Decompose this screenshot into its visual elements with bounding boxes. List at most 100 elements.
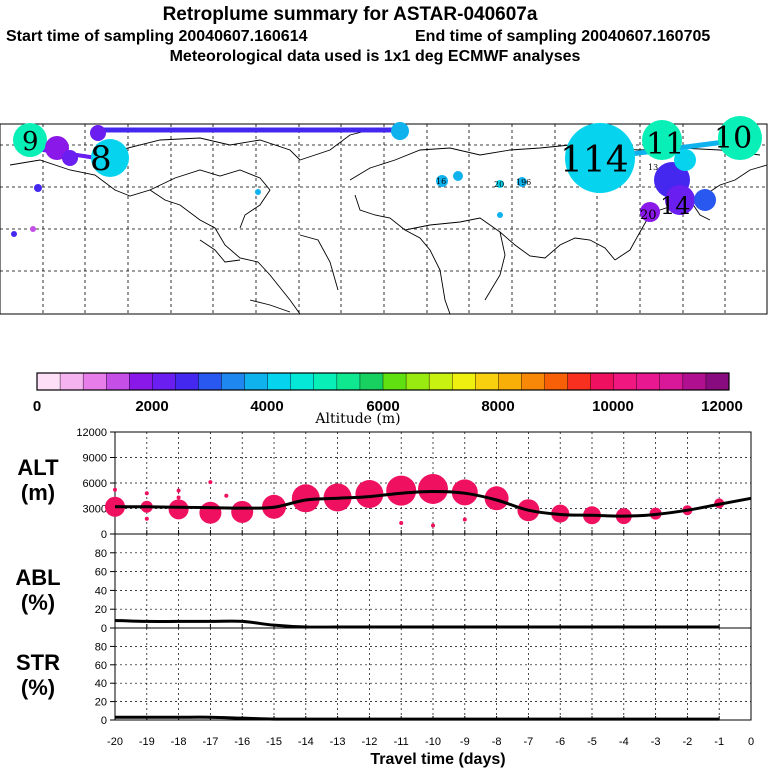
colorbar-cell xyxy=(498,372,522,391)
colorbar-cell xyxy=(198,372,223,391)
colorbar-cell xyxy=(82,372,107,391)
colorbar-cell xyxy=(405,372,430,391)
alt-bubble xyxy=(291,484,320,513)
y-tick-label: 0 xyxy=(101,715,107,727)
colorbar-cell xyxy=(336,372,361,391)
colorbar-cell xyxy=(682,372,707,391)
x-tick-label: -8 xyxy=(492,736,502,748)
x-tick-label: -16 xyxy=(234,736,250,748)
alt-bubble xyxy=(418,473,448,504)
colorbar-cell xyxy=(382,372,407,391)
str-label: STR xyxy=(16,650,60,675)
y-tick-label: 40 xyxy=(95,678,107,690)
alt-small-dot xyxy=(208,480,213,485)
colorbar-cell xyxy=(636,372,661,391)
map-graticule xyxy=(0,124,767,314)
y-tick-label: 20 xyxy=(95,697,107,709)
y-tick-label: 80 xyxy=(95,641,107,653)
alt-small-dot xyxy=(224,493,229,498)
colorbar-tick: 6000 xyxy=(366,398,399,415)
colorbar-cell xyxy=(59,372,84,391)
colorbar-cell xyxy=(129,372,153,391)
colorbar-cell xyxy=(428,372,453,391)
x-tick-label: -2 xyxy=(683,736,693,748)
x-tick-label: -1 xyxy=(714,736,724,748)
met-data-label: Meteorological data used is 1x1 deg ECMW… xyxy=(170,48,581,65)
colorbar-cell xyxy=(36,372,61,391)
colorbar-cell xyxy=(105,372,130,391)
str-yticks: 0 20 40 60 80 xyxy=(95,641,115,727)
alt-bubble xyxy=(199,501,222,524)
y-tick-label: 6000 xyxy=(83,478,107,490)
alt-small-dot xyxy=(113,487,117,492)
abl-panel: 0 20 40 60 80 ABL (%) xyxy=(15,533,752,635)
alt-small-dot xyxy=(399,520,404,525)
x-tick-label: -3 xyxy=(651,736,661,748)
x-tick-label: -6 xyxy=(555,736,565,748)
colorbar-cell xyxy=(267,372,292,391)
map-label: 114 xyxy=(560,140,629,181)
x-axis-label: Travel time (days) xyxy=(370,751,505,768)
alt-bubble xyxy=(355,480,384,509)
colorbar-tick: 8000 xyxy=(481,398,514,415)
map-label: 20 xyxy=(640,208,657,223)
x-tick-label: -11 xyxy=(394,736,409,748)
colorbar-tick: 2000 xyxy=(135,398,168,415)
alt-label: ALT xyxy=(17,455,59,480)
alt-bubble xyxy=(484,486,509,511)
x-tick-label: -13 xyxy=(330,736,346,748)
map-label: 9 xyxy=(22,127,39,157)
colorbar-tick: 12000 xyxy=(701,398,743,415)
str-grid xyxy=(114,628,752,720)
abl-line xyxy=(114,618,720,629)
y-tick-label: 9000 xyxy=(83,453,107,465)
colorbar-cell xyxy=(544,372,569,391)
colorbar-cell xyxy=(290,372,315,391)
map-label: 13 xyxy=(648,163,658,172)
plume-markers xyxy=(11,116,762,237)
map-label: 196 xyxy=(516,178,531,187)
colorbar-cell xyxy=(567,372,592,391)
x-ticklabels: -20 -19 -18 -17 -16 -15 -14 -13 -12 -11 -10 -9 -8 -7-… xyxy=(107,736,754,748)
alt-bubble xyxy=(231,500,254,523)
colorbar-cell xyxy=(613,372,638,391)
alt-panel: 0 3000 6000 9000 12000 ALT (m) xyxy=(17,427,752,541)
alt-yticks: 0 3000 6000 9000 12000 xyxy=(76,427,115,541)
alt-bubbles xyxy=(105,473,725,525)
colorbar-frame xyxy=(36,372,730,391)
colorbar-cell xyxy=(313,372,338,391)
map-panel: 9 8 114 11 10 16 196 20 13 14 20 xyxy=(0,116,768,315)
x-tick-label: -9 xyxy=(460,736,470,748)
colorbar-cells xyxy=(36,372,730,391)
alt-small-dot xyxy=(176,495,181,500)
map-label: 20 xyxy=(494,180,504,189)
figure-title: Retroplume summary for ASTAR-040607a xyxy=(163,4,538,25)
alt-small-dot xyxy=(144,491,149,496)
x-tick-label: -4 xyxy=(619,736,629,748)
x-tick-label: -18 xyxy=(171,736,187,748)
x-tick-label: -7 xyxy=(524,736,534,748)
y-tick-label: 3000 xyxy=(83,504,107,516)
colorbar: 0 2000 4000 6000 8000 10000 12000 Altitu… xyxy=(33,372,743,427)
plume-labels: 9 8 114 11 10 16 196 20 13 14 20 xyxy=(22,121,752,223)
abl-unit: (%) xyxy=(21,590,55,615)
str-panel: 0 20 40 60 80 STR (%) xyxy=(16,627,752,727)
y-tick-label: 12000 xyxy=(76,427,107,439)
str-line xyxy=(115,715,720,721)
y-tick-label: 0 xyxy=(101,529,107,541)
colorbar-cell xyxy=(475,372,499,391)
colorbar-cell xyxy=(659,372,684,391)
alt-bubble xyxy=(168,499,189,520)
colorbar-cell xyxy=(359,372,384,391)
x-tick-label: -10 xyxy=(425,736,441,748)
y-tick-label: 60 xyxy=(95,567,107,579)
x-tick-label: -19 xyxy=(139,736,155,748)
x-tick-label: 0 xyxy=(748,736,754,748)
x-tick-label: -14 xyxy=(298,736,314,748)
alt-small-dot xyxy=(144,516,149,521)
colorbar-cell xyxy=(175,372,199,391)
colorbar-cell xyxy=(590,372,615,391)
map-label: 10 xyxy=(714,121,752,156)
colorbar-tick: 10000 xyxy=(592,398,634,415)
